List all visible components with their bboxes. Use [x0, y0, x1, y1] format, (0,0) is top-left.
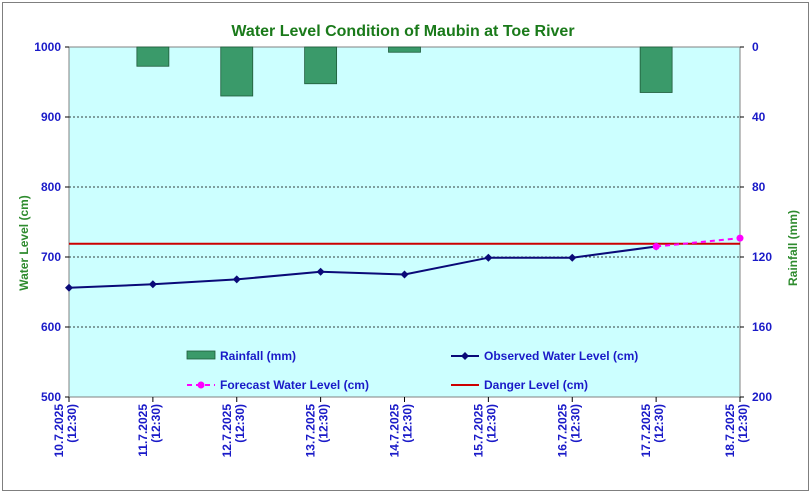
legend-label: Danger Level (cm) — [484, 378, 588, 392]
y2-tick-label: 120 — [752, 250, 772, 264]
chart-title: Water Level Condition of Maubin at Toe R… — [231, 23, 574, 40]
forecast-point — [736, 234, 744, 242]
x-tick-label-time: (12:30) — [65, 404, 79, 443]
y-tick-label: 900 — [41, 110, 61, 124]
y2-tick-label: 160 — [752, 320, 772, 334]
y2-tick-label: 40 — [752, 110, 766, 124]
x-tick-label-time: (12:30) — [484, 404, 498, 443]
x-tick-label-date: 18.7.2025 — [723, 404, 737, 458]
legend-swatch-rainfall — [186, 350, 216, 360]
x-tick-label-time: (12:30) — [317, 404, 331, 443]
x-tick-label-date: 12.7.2025 — [220, 404, 234, 458]
y2-axis-title: Rainfall (mm) — [786, 210, 800, 286]
rainfall-bar — [136, 46, 170, 67]
legend-label: Observed Water Level (cm) — [484, 349, 638, 363]
observed-point — [148, 280, 157, 289]
y-tick-label: 800 — [41, 180, 61, 194]
x-tick-label-time: (12:30) — [149, 404, 163, 443]
y2-tick-label: 200 — [752, 390, 772, 404]
observed-water-level-line — [68, 245, 657, 289]
y-axis-title: Water Level (cm) — [17, 195, 31, 291]
observed-point — [400, 270, 409, 279]
x-tick-label-time: (12:30) — [568, 404, 582, 443]
plot-background — [68, 46, 741, 398]
legend-label: Forecast Water Level (cm) — [220, 378, 369, 392]
forecast-point — [652, 243, 660, 250]
rainfall-bar — [220, 46, 254, 97]
x-tick-label-date: 13.7.2025 — [304, 404, 318, 458]
x-tick-label-time: (12:30) — [652, 404, 666, 443]
water-level-chart: Water Level Condition of Maubin at Toe R… — [17, 23, 800, 457]
observed-point — [316, 267, 325, 276]
y-tick-label: 1000 — [34, 40, 61, 54]
observed-point — [232, 275, 241, 284]
observed-point — [65, 283, 73, 292]
y-tick-label: 700 — [41, 250, 61, 264]
x-tick-label-date: 17.7.2025 — [639, 404, 653, 458]
legend-label: Rainfall (mm) — [220, 349, 296, 363]
y-tick-label: 600 — [41, 320, 61, 334]
rainfall-bar — [388, 46, 421, 53]
y2-tick-label: 0 — [752, 40, 759, 54]
rainfall-bar — [304, 46, 338, 85]
x-tick-label-date: 16.7.2025 — [555, 404, 569, 458]
y2-tick-label: 80 — [752, 180, 766, 194]
x-tick-label-time: (12:30) — [233, 404, 247, 443]
plot-area-group: 500 600 700 800 900 1000 0 40 80 120 160 200 10.7.20… — [34, 40, 772, 457]
legend-marker — [197, 381, 205, 389]
x-tick-label-date: 10.7.2025 — [52, 404, 66, 458]
observed-point — [484, 253, 493, 262]
x-tick-label-date: 14.7.2025 — [388, 404, 402, 458]
rainfall-bar — [639, 46, 673, 93]
x-tick-label-time: (12:30) — [736, 404, 750, 443]
x-tick-label-date: 11.7.2025 — [136, 404, 150, 457]
x-tick-label-date: 15.7.2025 — [471, 404, 485, 458]
x-tick-label-time: (12:30) — [401, 404, 415, 443]
legend-marker — [461, 352, 469, 360]
y-tick-label: 500 — [41, 390, 61, 404]
observed-point — [568, 253, 577, 262]
